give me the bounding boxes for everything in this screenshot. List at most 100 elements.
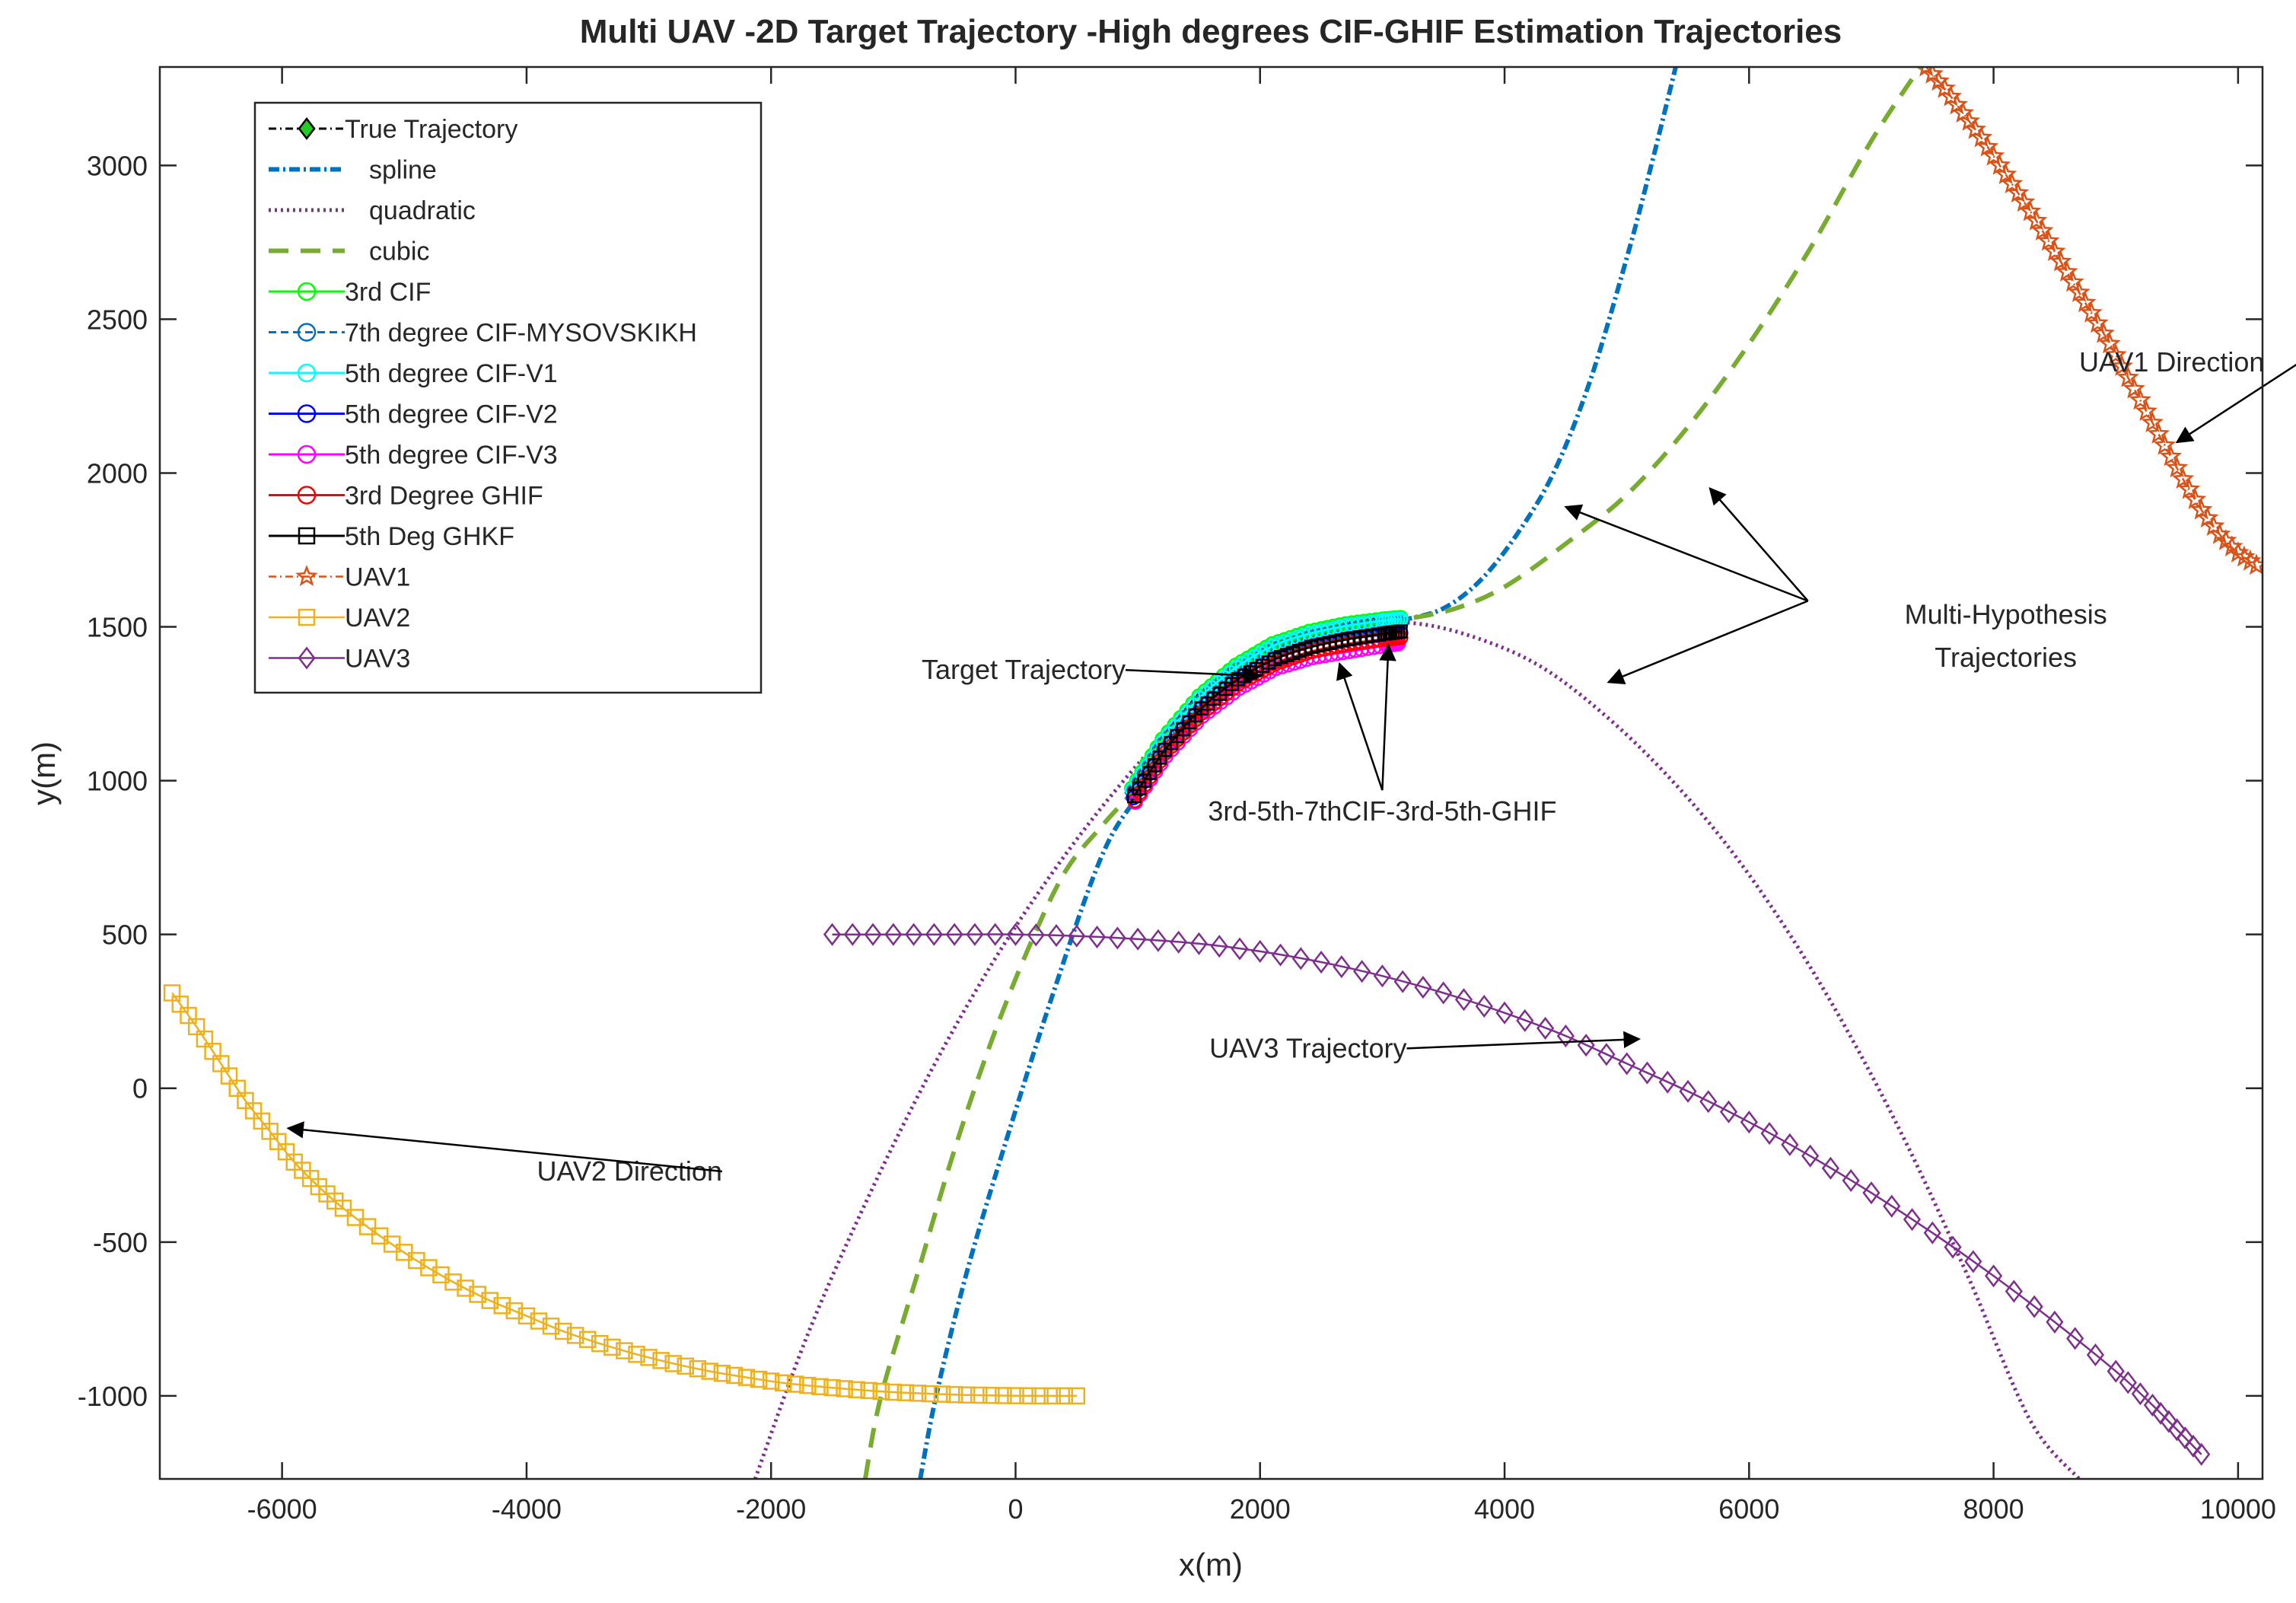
annotation-arrow: [1125, 667, 1263, 684]
data-point-uav2: [493, 1297, 511, 1315]
data-point-uav3: [1170, 930, 1188, 954]
data-point-uav3: [2160, 1410, 2178, 1433]
data-point-uav3: [905, 923, 923, 946]
legend-marker: [297, 486, 317, 505]
series-ghkf5: [1127, 624, 1408, 804]
legend-marker: [297, 404, 317, 423]
series-line-uav3: [832, 933, 2202, 1455]
plot-frame: [158, 65, 2264, 1480]
annotation-arrow: [1379, 643, 1396, 791]
data-point-uav3: [1944, 1235, 1962, 1259]
data-point-uav2: [848, 1381, 865, 1399]
legend-item-cifv3: 5th degree CIF-V3: [269, 441, 558, 470]
data-point-uav1: [2141, 411, 2164, 432]
data-point-uav2: [995, 1387, 1012, 1404]
data-point-uav1: [2025, 209, 2048, 231]
data-point-uav3: [1393, 970, 1412, 993]
data-point-uav2: [884, 1383, 903, 1401]
data-point-uav3: [1353, 960, 1371, 983]
data-point-uav2: [896, 1384, 915, 1401]
x-tick-label: 2000: [1230, 1493, 1291, 1525]
data-point-uav2: [566, 1327, 584, 1344]
data-point-uav1: [2007, 181, 2030, 203]
data-point-uav2: [677, 1357, 694, 1375]
legend-item-uav1: UAV1: [269, 563, 410, 592]
annotation: UAV2 Direction: [286, 1121, 723, 1187]
legend-box: [253, 101, 763, 694]
data-point-uav1: [2129, 388, 2152, 410]
data-point-uav3: [2167, 1418, 2186, 1442]
data-point-uav1: [2062, 270, 2084, 292]
data-point-uav2: [616, 1342, 633, 1359]
data-point-uav1: [2122, 377, 2145, 399]
data-point-uav3: [986, 923, 1005, 946]
x-tick-label: 4000: [1474, 1493, 1535, 1525]
data-point-uav1: [2001, 172, 2024, 194]
x-tick-label: -2000: [736, 1493, 806, 1525]
data-point-uav2: [713, 1364, 731, 1382]
data-point-uav2: [640, 1349, 658, 1366]
data-point-uav2: [860, 1382, 877, 1400]
data-point-uav3: [2184, 1434, 2202, 1458]
data-point-uav3: [1414, 975, 1432, 999]
legend-item-cifv2: 5th degree CIF-V2: [269, 400, 558, 429]
data-point-uav3: [1923, 1221, 1941, 1244]
data-point-uav1: [1970, 126, 1993, 148]
data-point-ghkf5: [1137, 773, 1151, 788]
x-tick-label: -4000: [492, 1493, 562, 1525]
data-point-uav1: [1994, 162, 2017, 185]
annotation-text: UAV1 Direction: [2079, 346, 2264, 378]
data-point-uav1: [2080, 301, 2103, 323]
annotation: Multi-Hypothesis Trajectories: [1564, 486, 2107, 685]
annotation: 3rd-5th-7thCIF-3rd-5th-GHIF: [1208, 643, 1556, 827]
legend-label: 7th degree CIF-MYSOVSKIKH: [345, 319, 697, 348]
data-point-uav3: [1129, 927, 1147, 951]
legend-marker: [298, 608, 316, 626]
data-point-uav1: [2153, 433, 2177, 455]
data-point-uav3: [1047, 923, 1065, 948]
data-point-uav2: [1019, 1387, 1037, 1404]
data-point-uav3: [843, 923, 861, 946]
data-point-uav1: [2165, 456, 2189, 478]
data-point-uav3: [1373, 964, 1391, 988]
legend-item-uav2: UAV2: [269, 604, 410, 633]
data-point-uav1: [2196, 506, 2219, 528]
data-point-uav3: [1189, 932, 1209, 955]
data-point-uav3: [2176, 1426, 2194, 1450]
y-tick-label: 0: [132, 1073, 148, 1104]
data-point-uav3: [1108, 926, 1126, 950]
data-point-uav3: [1964, 1250, 1982, 1273]
data-point-uav1: [2013, 190, 2036, 212]
annotation-arrow: [2175, 363, 2296, 444]
data-point-uav3: [1699, 1090, 1718, 1114]
legend-marker: [298, 116, 316, 141]
data-point-uav3: [1006, 923, 1025, 946]
legend-item-cifv1: 5th degree CIF-V1: [269, 359, 558, 388]
data-point-uav2: [737, 1369, 756, 1386]
data-point-uav2: [970, 1386, 988, 1404]
data-point-uav2: [762, 1372, 780, 1390]
data-point-uav2: [603, 1338, 621, 1356]
data-point-uav1: [2110, 354, 2133, 376]
legend-item-quadratic: quadratic: [269, 196, 476, 225]
data-point-uav3: [1556, 1024, 1575, 1048]
data-point-uav3: [1291, 947, 1310, 970]
data-point-uav3: [966, 923, 984, 946]
data-point-uav2: [346, 1209, 365, 1226]
data-point-uav3: [2086, 1343, 2105, 1367]
y-tick-label: 2000: [87, 457, 148, 489]
data-point-uav2: [554, 1322, 572, 1340]
data-point-uav2: [1031, 1387, 1049, 1405]
data-point-uav2: [481, 1292, 498, 1309]
data-point-uav1: [2172, 467, 2195, 489]
data-point-uav2: [921, 1385, 939, 1403]
annotation-text: Target Trajectory: [922, 654, 1126, 685]
data-point-ghkf5: [1152, 751, 1167, 765]
legend-label: quadratic: [369, 196, 476, 225]
y-tick-label: 2500: [87, 304, 148, 335]
legend-item-cubic: cubic: [269, 237, 429, 266]
data-point-uav3: [1842, 1168, 1860, 1193]
annotation-text: 3rd-5th-7thCIF-3rd-5th-GHIF: [1208, 795, 1556, 827]
data-point-uav2: [811, 1378, 829, 1396]
